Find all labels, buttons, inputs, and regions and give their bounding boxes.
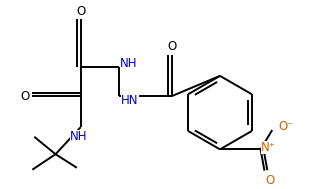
Text: NH: NH bbox=[120, 57, 138, 70]
Text: O⁻: O⁻ bbox=[278, 120, 293, 133]
Text: O: O bbox=[167, 40, 176, 53]
Text: O: O bbox=[76, 5, 85, 18]
Text: O: O bbox=[20, 90, 29, 103]
Text: NH: NH bbox=[70, 130, 87, 143]
Text: N⁺: N⁺ bbox=[261, 141, 276, 154]
Text: O: O bbox=[266, 174, 275, 187]
Text: HN: HN bbox=[121, 94, 139, 107]
